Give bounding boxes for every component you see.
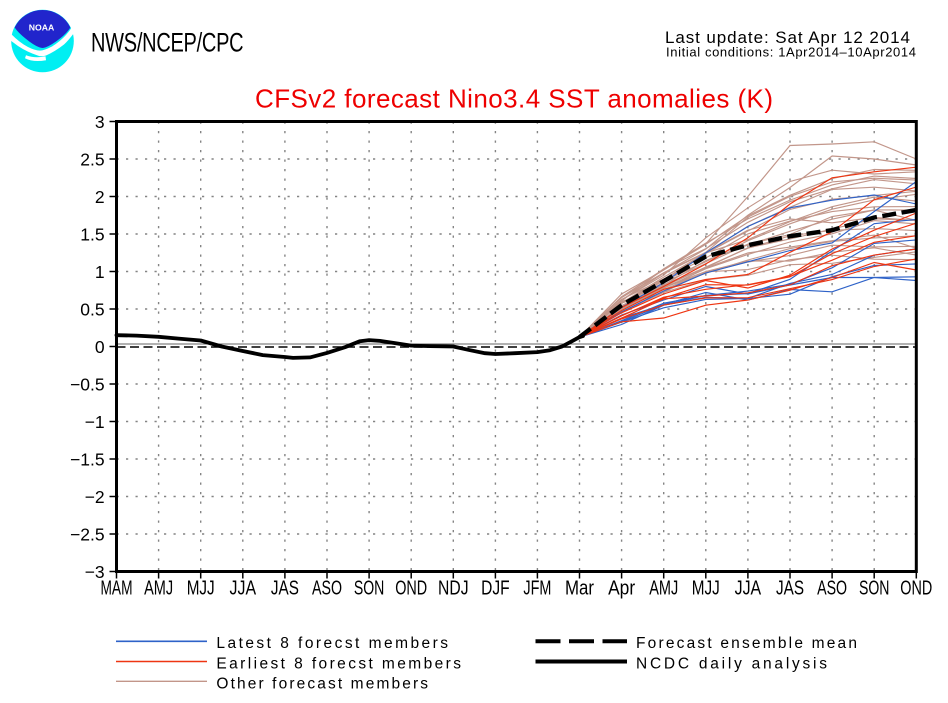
svg-text:2: 2 bbox=[95, 187, 105, 207]
svg-text:0: 0 bbox=[95, 337, 105, 357]
svg-text:JJA: JJA bbox=[735, 578, 762, 600]
svg-text:JFM: JFM bbox=[523, 578, 551, 600]
svg-text:Last update: Sat Apr 12 2014: Last update: Sat Apr 12 2014 bbox=[665, 28, 910, 47]
svg-text:MJJ: MJJ bbox=[692, 578, 720, 600]
svg-text:1.5: 1.5 bbox=[80, 224, 104, 244]
svg-text:NWS/NCEP/CPC: NWS/NCEP/CPC bbox=[91, 29, 244, 58]
svg-text:NOAA: NOAA bbox=[29, 23, 55, 32]
svg-text:−1: −1 bbox=[85, 412, 105, 432]
svg-text:Forecast ensemble mean: Forecast ensemble mean bbox=[636, 635, 857, 652]
svg-text:−3: −3 bbox=[85, 562, 105, 582]
svg-text:ASO: ASO bbox=[312, 578, 342, 600]
svg-text:OND: OND bbox=[395, 578, 427, 600]
svg-text:OND: OND bbox=[900, 578, 932, 600]
svg-text:Apr: Apr bbox=[608, 578, 635, 600]
svg-text:ASO: ASO bbox=[817, 578, 847, 600]
svg-text:CFSv2 forecast Nino3.4 SST ano: CFSv2 forecast Nino3.4 SST anomalies (K) bbox=[255, 84, 773, 114]
svg-text:JAS: JAS bbox=[271, 578, 299, 600]
svg-text:MJJ: MJJ bbox=[187, 578, 215, 600]
svg-text:Other forecast members: Other forecast members bbox=[216, 675, 428, 692]
svg-text:SON: SON bbox=[354, 578, 385, 600]
svg-text:SON: SON bbox=[859, 578, 890, 600]
svg-text:0.5: 0.5 bbox=[80, 299, 104, 319]
svg-text:DJF: DJF bbox=[481, 578, 510, 600]
svg-text:−2: −2 bbox=[85, 487, 105, 507]
svg-text:NDJ: NDJ bbox=[438, 578, 469, 600]
svg-text:−0.5: −0.5 bbox=[70, 374, 105, 394]
svg-text:AMJ: AMJ bbox=[144, 578, 173, 600]
svg-text:Earliest 8 forecst members: Earliest 8 forecst members bbox=[216, 655, 461, 672]
svg-text:MAM: MAM bbox=[101, 578, 133, 600]
svg-text:Initial conditions: 1Apr2014–1: Initial conditions: 1Apr2014–10Apr2014 bbox=[666, 45, 916, 60]
svg-text:2.5: 2.5 bbox=[80, 149, 104, 169]
svg-text:−1.5: −1.5 bbox=[70, 449, 105, 469]
svg-text:JJA: JJA bbox=[230, 578, 257, 600]
svg-text:AMJ: AMJ bbox=[649, 578, 678, 600]
svg-text:Mar: Mar bbox=[565, 578, 594, 600]
svg-text:−2.5: −2.5 bbox=[70, 524, 105, 544]
svg-text:JAS: JAS bbox=[776, 578, 804, 600]
svg-text:1: 1 bbox=[95, 262, 105, 282]
svg-text:3: 3 bbox=[95, 112, 105, 132]
